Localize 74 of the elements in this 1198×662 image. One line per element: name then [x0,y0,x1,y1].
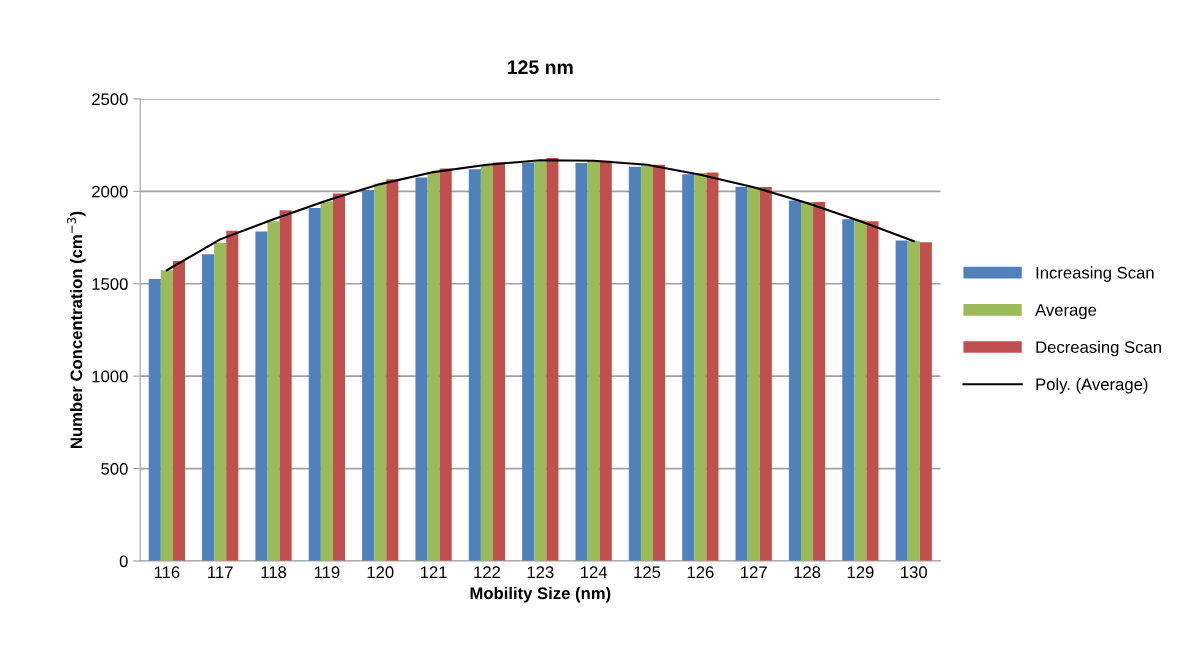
y-tick-label: 2000 [92,185,128,198]
x-tick-label: 126 [687,566,714,579]
bar [279,210,292,561]
bar [214,242,227,561]
bar [801,202,814,561]
y-tick-label: 500 [101,462,128,475]
bar [747,187,760,561]
y-tick-label: 2500 [92,93,128,106]
bar [267,221,280,561]
x-tick-label: 118 [261,566,287,579]
x-tick-label: 117 [208,566,233,578]
bar [735,186,748,561]
bar [653,164,666,561]
line-series [165,159,915,272]
bar [534,161,547,561]
bar [759,187,772,561]
x-tick-label: 129 [847,566,874,579]
bar [682,174,695,561]
bar [640,165,654,561]
bar [788,200,802,561]
y-axis-title: Number Concentration (cm$^{−3}$) [67,211,86,448]
x-axis-title: Mobility Size (nm) [470,586,611,603]
legend-label: Increasing Scan [1036,266,1154,282]
bar [842,219,855,561]
bar [575,163,588,561]
bar [587,160,600,561]
bar [854,220,867,561]
x-tick-label: 121 [420,566,447,578]
bar [628,166,641,561]
bar [439,168,452,561]
x-tick-label: 123 [527,566,554,579]
bar [522,162,535,561]
chart-title: 125 nm [508,60,573,75]
bar [374,183,387,561]
bar [148,278,161,561]
y-tick-label: 0 [119,555,128,568]
bar [706,172,719,561]
x-tick-label: 130 [901,566,928,579]
bar [895,240,908,561]
legend-label: Decreasing Scan [1036,340,1161,357]
bar [866,221,879,561]
bar [415,177,428,561]
legend-label: Poly. (Average) [1036,377,1148,394]
bar [468,169,481,561]
bar [226,230,239,561]
x-tick-label: 124 [581,566,608,578]
x-tick-label: 122 [474,566,501,578]
y-tick-label: 1500 [92,278,128,290]
bar [599,160,612,561]
bar [160,270,173,561]
x-tick-label: 116 [154,566,180,579]
bar [172,261,185,561]
legend-label: Average [1035,304,1097,320]
x-tick-label: 125 [634,566,661,579]
bar [308,207,321,561]
x-tick-label: 120 [367,566,394,579]
bar [427,172,440,561]
bar [320,201,333,561]
x-tick-label: 127 [741,566,767,578]
bar [492,162,506,561]
x-tick-label: 119 [314,566,340,579]
bar [813,202,826,561]
bar [362,190,375,561]
bar [386,179,399,561]
bar [694,173,707,561]
x-tick-label: 128 [794,566,821,579]
bar [546,158,559,561]
bar [332,193,346,561]
bar [255,231,268,561]
bar [907,241,920,561]
bar [202,254,215,561]
bar [480,164,493,561]
bar [919,242,932,561]
y-tick-label: 1000 [92,370,128,383]
